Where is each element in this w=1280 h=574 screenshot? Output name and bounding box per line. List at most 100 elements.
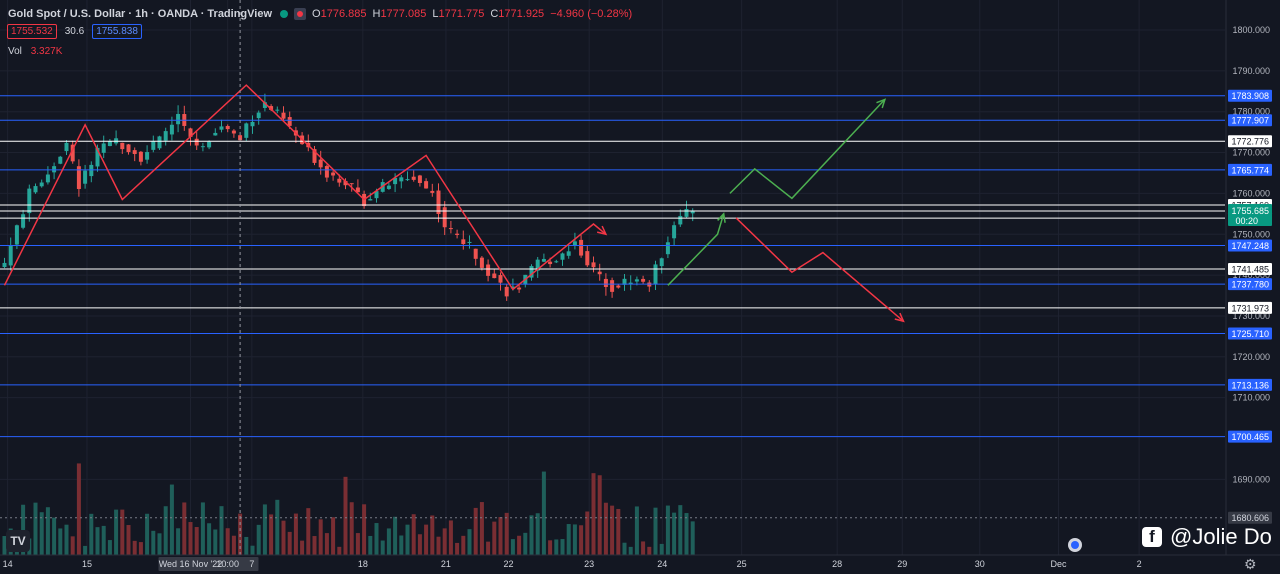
green-path-line[interactable] (667, 213, 725, 286)
current-price-box[interactable] (1228, 204, 1272, 227)
candlesticks (2, 93, 695, 301)
volume-bar (634, 506, 639, 555)
candle-body (548, 261, 553, 265)
candle-body (393, 177, 398, 185)
level-price-tag-box[interactable] (1228, 378, 1272, 391)
candle-body (349, 183, 354, 185)
price-tick-label: 1780.000 (1232, 107, 1270, 117)
candle-body (417, 175, 422, 183)
crosshair-time-box (158, 557, 259, 571)
volume-bar (479, 502, 484, 555)
horizontal-levels[interactable] (0, 95, 1225, 438)
level-price-tag-box[interactable] (1228, 278, 1272, 291)
red-projection-line[interactable] (735, 217, 904, 322)
level-price-tag-box[interactable] (1228, 89, 1272, 102)
level-price-tag[interactable]: 1725.710 (1231, 329, 1269, 339)
us-flag-icon[interactable] (1068, 538, 1082, 552)
level-price-tag-box[interactable] (1228, 114, 1272, 127)
symbol-title[interactable]: Gold Spot / U.S. Dollar · 1h · OANDA · T… (8, 8, 273, 20)
volume-bar (21, 504, 26, 555)
volume-bar (678, 505, 683, 555)
level-price-tag-box[interactable] (1228, 239, 1272, 252)
volume-bar (417, 534, 422, 555)
volume-bar (424, 524, 429, 555)
level-price-tag-box[interactable] (1228, 263, 1272, 276)
candle-body (163, 131, 168, 141)
level-price-tag-box[interactable] (1228, 163, 1272, 176)
current-price-label[interactable]: 1755.685 (1231, 206, 1269, 216)
candle-body (138, 151, 143, 162)
level-price-tag-box[interactable] (1228, 135, 1272, 148)
candle-body (529, 266, 534, 278)
volume-bar (132, 540, 137, 555)
time-tick-label: 30 (975, 559, 985, 569)
price-tick-label: 1730.000 (1232, 311, 1270, 321)
volume-bar (411, 514, 416, 555)
volume-bar (380, 540, 385, 555)
green-projection-line[interactable] (729, 98, 886, 200)
level-price-tag[interactable]: 1783.908 (1231, 91, 1269, 101)
candle-body (64, 142, 69, 152)
volume-bar (33, 502, 38, 555)
level-price-tag[interactable]: 1765.774 (1231, 165, 1269, 175)
time-tick-label: 28 (832, 559, 842, 569)
level-price-tag[interactable]: 1713.136 (1231, 380, 1269, 390)
level-price-tag-box[interactable] (1228, 327, 1272, 340)
volume-bar (355, 533, 360, 555)
volume-bar (504, 512, 509, 555)
volume-bar (39, 512, 44, 555)
time-tick-label: 22 (504, 559, 514, 569)
volume-bar (312, 536, 317, 555)
candle-body (585, 251, 590, 266)
candle-body (411, 176, 416, 180)
level-price-tag-box[interactable] (1228, 430, 1272, 443)
volume-bar (610, 505, 615, 555)
candle-body (517, 287, 522, 290)
trend-paths[interactable] (3, 84, 905, 323)
time-tick-label: 14 (3, 559, 13, 569)
candle-body (33, 186, 38, 193)
candle-body (622, 278, 627, 285)
candle-body (126, 144, 131, 153)
level-price-tag[interactable]: 1741.485 (1231, 265, 1269, 275)
level-price-tag-box[interactable] (1228, 301, 1272, 314)
settings-gear-icon[interactable]: ⚙ (1244, 556, 1257, 572)
level-price-tag[interactable]: 1737.780 (1231, 280, 1269, 290)
candle-body (442, 207, 447, 228)
level-price-tag[interactable]: 1747.248 (1231, 241, 1269, 251)
candle-body (312, 149, 317, 163)
volume-bar (107, 540, 112, 555)
volume-bar (467, 529, 472, 555)
change-value: −4.960 (−0.28%) (550, 8, 633, 20)
volume-bar (498, 517, 503, 555)
candle-body (566, 251, 571, 256)
candle-body (250, 121, 255, 127)
level-price-tag[interactable]: 1777.907 (1231, 116, 1269, 126)
candle-body (27, 188, 32, 214)
volume-bar (176, 528, 181, 555)
candle-body (634, 279, 639, 282)
candle-body (690, 211, 695, 214)
candle-body (132, 150, 137, 155)
candle-body (684, 209, 689, 217)
buy-button[interactable]: 1755.838 (92, 24, 142, 39)
spread-value: 30.6 (64, 26, 85, 37)
price-axis[interactable]: 1800.000 1790.000 1780.000 1770.000 1760.000… (1225, 0, 1280, 555)
sell-button[interactable]: 1755.532 (7, 24, 57, 39)
volume-bar (368, 535, 373, 555)
level-price-tag[interactable]: 1700.465 (1231, 432, 1269, 442)
red-path-line[interactable] (3, 84, 607, 291)
level-price-tag[interactable]: 1772.776 (1231, 137, 1269, 147)
alert-icon[interactable] (294, 8, 307, 20)
volume-bar (269, 514, 274, 555)
tradingview-logo-icon[interactable]: TV (6, 530, 30, 552)
quote-row: 1755.532 30.6 1755.838 (7, 24, 142, 39)
candle-body (560, 253, 565, 260)
volume-bar (349, 502, 354, 555)
price-tick-label: 1750.000 (1232, 229, 1270, 239)
level-price-tag[interactable]: 1731.973 (1231, 303, 1269, 313)
candle-body (616, 285, 621, 288)
high-value: H1777.085 (372, 8, 427, 20)
